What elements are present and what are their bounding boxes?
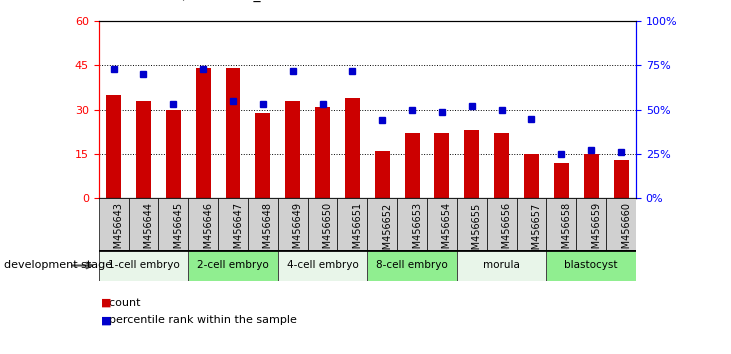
Bar (397, 198, 427, 250)
Bar (99, 198, 129, 250)
Bar (285, 101, 300, 198)
Bar (278, 198, 308, 250)
Bar (106, 95, 121, 198)
Bar (464, 130, 480, 198)
Bar (368, 198, 397, 250)
Bar (226, 68, 240, 198)
Text: GSM456657: GSM456657 (531, 202, 542, 262)
Bar (613, 160, 629, 198)
Bar (547, 198, 576, 250)
Text: development stage: development stage (4, 261, 112, 270)
Text: GSM456652: GSM456652 (382, 202, 393, 262)
Text: GSM456647: GSM456647 (233, 202, 243, 262)
Text: GSM456660: GSM456660 (621, 202, 631, 261)
Text: 2-cell embryo: 2-cell embryo (197, 261, 269, 270)
Text: GSM456644: GSM456644 (143, 202, 154, 261)
Text: GSM456648: GSM456648 (263, 202, 273, 261)
Bar (606, 198, 636, 250)
Text: GSM456654: GSM456654 (442, 202, 452, 262)
Bar (315, 107, 330, 198)
Bar (457, 198, 487, 250)
Text: percentile rank within the sample: percentile rank within the sample (102, 315, 298, 325)
Bar (136, 101, 151, 198)
Text: GSM456656: GSM456656 (501, 202, 512, 262)
Text: ■: ■ (101, 298, 111, 308)
Text: blastocyst: blastocyst (564, 261, 618, 270)
Text: GSM456646: GSM456646 (203, 202, 213, 261)
Text: GSM456658: GSM456658 (561, 202, 572, 262)
Bar (129, 198, 159, 250)
Bar (517, 198, 547, 250)
Bar (524, 154, 539, 198)
Text: 1-cell embryo: 1-cell embryo (107, 261, 179, 270)
Text: morula: morula (483, 261, 520, 270)
Bar (218, 198, 248, 250)
Text: GSM456643: GSM456643 (113, 202, 124, 261)
Text: 4-cell embryo: 4-cell embryo (287, 261, 358, 270)
Bar (368, 250, 457, 281)
Text: count: count (102, 298, 141, 308)
Text: 8-cell embryo: 8-cell embryo (376, 261, 448, 270)
Bar (487, 198, 517, 250)
Bar (189, 198, 218, 250)
Bar (434, 133, 450, 198)
Text: GSM456655: GSM456655 (471, 202, 482, 262)
Bar (494, 133, 509, 198)
Text: GSM456659: GSM456659 (591, 202, 601, 262)
Bar (405, 133, 420, 198)
Text: GSM456645: GSM456645 (173, 202, 183, 262)
Bar (278, 250, 368, 281)
Text: GSM456650: GSM456650 (322, 202, 333, 262)
Bar (345, 98, 360, 198)
Bar (554, 163, 569, 198)
Text: ■: ■ (101, 315, 111, 325)
Bar (255, 113, 270, 198)
Bar (196, 68, 211, 198)
Bar (166, 110, 181, 198)
Bar (457, 250, 547, 281)
Bar (338, 198, 368, 250)
Bar (248, 198, 278, 250)
Bar (576, 198, 606, 250)
Bar (99, 250, 189, 281)
Text: GSM456653: GSM456653 (412, 202, 422, 262)
Bar (159, 198, 189, 250)
Text: GSM456651: GSM456651 (352, 202, 363, 262)
Bar (427, 198, 457, 250)
Text: GSM456649: GSM456649 (292, 202, 303, 261)
Bar (189, 250, 278, 281)
Bar (308, 198, 338, 250)
Text: GDS3959 / 1555586_at: GDS3959 / 1555586_at (113, 0, 275, 2)
Bar (375, 151, 390, 198)
Bar (584, 154, 599, 198)
Bar (547, 250, 636, 281)
